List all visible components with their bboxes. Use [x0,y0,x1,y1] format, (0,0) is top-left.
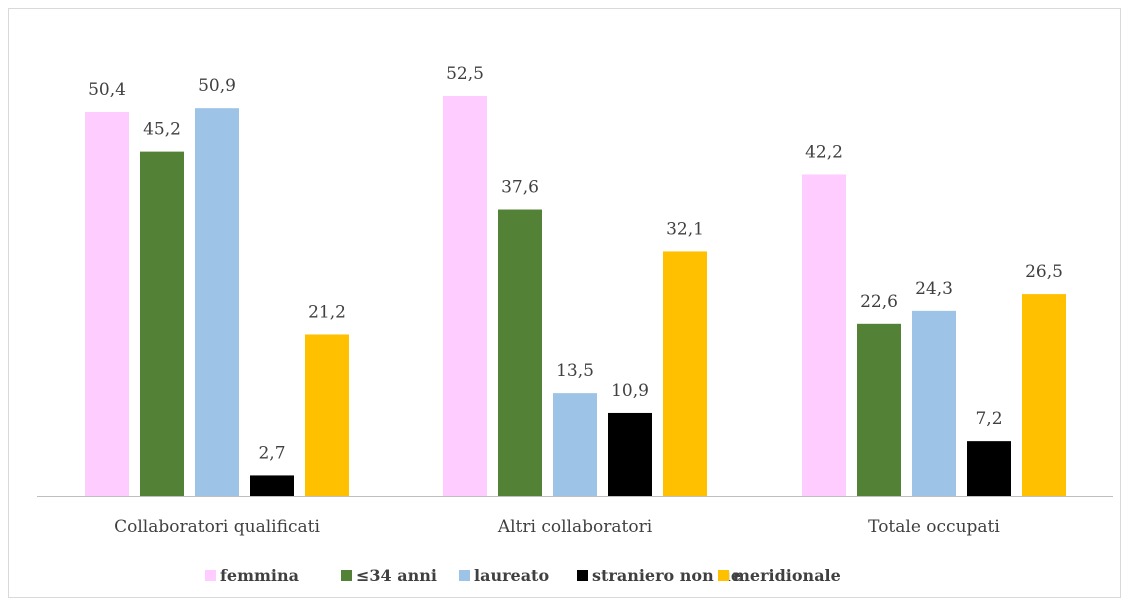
legend-label: femmina [220,566,299,585]
bar--34-anni-1 [140,151,184,496]
legend-swatch [718,570,729,581]
bar-femmina-2 [443,96,487,496]
legend-swatch [341,570,352,581]
data-label: 24,3 [915,279,953,299]
data-label: 10,9 [611,381,649,401]
data-label: 22,6 [860,292,898,312]
legend-label: meridionale [733,566,841,585]
bar-laureato-1 [195,108,239,496]
bar-femmina-1 [85,112,129,496]
bar-laureato-2 [553,393,597,496]
legend-label: straniero non ue [592,566,741,585]
data-label: 52,5 [446,64,484,84]
data-label: 21,2 [308,302,346,322]
legend-swatch [205,570,216,581]
data-label: 50,4 [88,80,126,100]
data-label: 7,2 [975,409,1002,429]
data-label: 37,6 [501,178,539,198]
data-label: 2,7 [258,443,285,463]
bar-femmina-3 [802,174,846,496]
bar-straniero-non-ue-2 [608,412,652,496]
legend-label: laureato [474,566,549,585]
bar--34-anni-2 [498,209,542,496]
bar-meridionale-2 [663,251,707,496]
category-label: Altri collaboratori [497,517,653,537]
chart-frame [8,8,1121,598]
data-label: 32,1 [666,219,704,239]
bar--34-anni-3 [857,323,901,496]
data-label: 42,2 [805,142,843,162]
data-label: 13,5 [556,361,594,381]
data-label: 26,5 [1025,262,1063,282]
category-label: Totale occupati [868,517,1000,537]
legend-label: ≤34 anni [356,566,437,585]
legend-swatch [577,570,588,581]
legend-swatch [459,570,470,581]
bar-meridionale-1 [305,334,349,496]
category-label: Collaboratori qualificati [114,517,320,537]
bar-straniero-non-ue-3 [967,441,1011,496]
data-label: 45,2 [143,120,181,140]
bar-straniero-non-ue-1 [250,475,294,496]
bar-laureato-3 [912,310,956,496]
data-label: 50,9 [198,76,236,96]
bar-meridionale-3 [1022,294,1066,496]
